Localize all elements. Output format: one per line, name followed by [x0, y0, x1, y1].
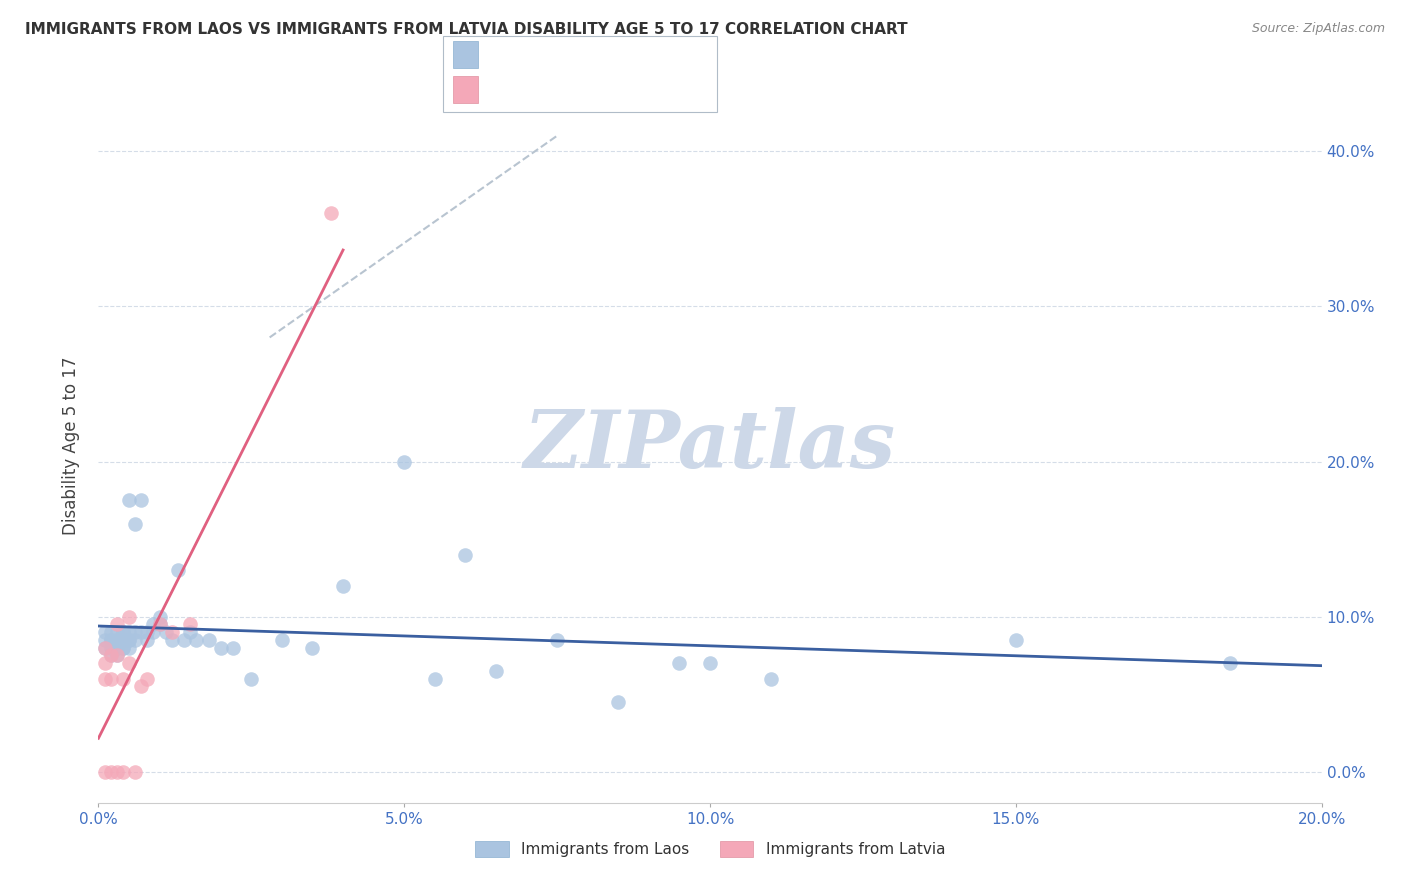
- Point: [118, 609, 141, 624]
- Point: [124, 625, 146, 640]
- Point: [105, 648, 128, 663]
- Point: [105, 617, 128, 632]
- Point: [1219, 656, 1241, 670]
- Point: [118, 493, 141, 508]
- Point: [118, 640, 141, 655]
- Point: [392, 454, 416, 468]
- Point: [155, 625, 177, 640]
- Point: [105, 640, 128, 655]
- Point: [197, 632, 219, 647]
- Point: [93, 640, 115, 655]
- Point: [129, 680, 152, 694]
- Point: [111, 640, 134, 655]
- Text: R =: R =: [488, 82, 522, 97]
- Text: N =: N =: [595, 46, 628, 62]
- Point: [111, 672, 134, 686]
- Point: [118, 632, 141, 647]
- Point: [668, 656, 690, 670]
- Point: [105, 632, 128, 647]
- Point: [100, 632, 122, 647]
- Point: [222, 640, 245, 655]
- Point: [105, 764, 128, 779]
- Point: [485, 664, 508, 678]
- Point: [546, 632, 568, 647]
- Point: [240, 672, 263, 686]
- Point: [93, 672, 115, 686]
- Point: [142, 625, 165, 640]
- Text: Source: ZipAtlas.com: Source: ZipAtlas.com: [1251, 22, 1385, 36]
- Point: [699, 656, 721, 670]
- Text: 0.783: 0.783: [524, 82, 572, 97]
- Point: [209, 640, 232, 655]
- Point: [270, 632, 292, 647]
- Point: [1004, 632, 1026, 647]
- Point: [149, 617, 172, 632]
- Point: [118, 632, 141, 647]
- Point: [124, 764, 146, 779]
- Point: [167, 563, 190, 577]
- Text: N =: N =: [595, 82, 628, 97]
- Y-axis label: Disability Age 5 to 17: Disability Age 5 to 17: [62, 357, 80, 535]
- Point: [179, 617, 201, 632]
- Point: [129, 493, 152, 508]
- Point: [136, 672, 159, 686]
- Point: [136, 625, 159, 640]
- Point: [100, 648, 122, 663]
- Text: R =: R =: [488, 46, 522, 62]
- Point: [100, 648, 122, 663]
- Point: [332, 579, 354, 593]
- Point: [301, 640, 323, 655]
- Point: [93, 656, 115, 670]
- Point: [423, 672, 446, 686]
- Point: [160, 625, 183, 640]
- Point: [607, 695, 630, 709]
- Point: [93, 625, 115, 640]
- Point: [186, 632, 208, 647]
- Legend: Immigrants from Laos, Immigrants from Latvia: Immigrants from Laos, Immigrants from La…: [470, 835, 950, 863]
- Point: [93, 764, 115, 779]
- Point: [111, 632, 134, 647]
- Point: [111, 625, 134, 640]
- Point: [105, 648, 128, 663]
- Text: -0.033: -0.033: [524, 46, 579, 62]
- Point: [173, 632, 195, 647]
- Point: [100, 672, 122, 686]
- Point: [142, 617, 165, 632]
- Point: [93, 632, 115, 647]
- Point: [319, 206, 342, 220]
- Point: [105, 625, 128, 640]
- Point: [118, 656, 141, 670]
- Point: [100, 764, 122, 779]
- Point: [124, 632, 146, 647]
- Point: [100, 632, 122, 647]
- Text: ZIPatlas: ZIPatlas: [524, 408, 896, 484]
- Point: [111, 764, 134, 779]
- Point: [124, 516, 146, 531]
- Point: [111, 640, 134, 655]
- Point: [105, 640, 128, 655]
- Point: [111, 632, 134, 647]
- Point: [179, 625, 201, 640]
- Point: [118, 625, 141, 640]
- Text: 21: 21: [630, 82, 651, 97]
- Point: [149, 617, 172, 632]
- Point: [149, 609, 172, 624]
- Point: [160, 632, 183, 647]
- Point: [100, 640, 122, 655]
- Text: IMMIGRANTS FROM LAOS VS IMMIGRANTS FROM LATVIA DISABILITY AGE 5 TO 17 CORRELATIO: IMMIGRANTS FROM LAOS VS IMMIGRANTS FROM …: [25, 22, 908, 37]
- Point: [105, 632, 128, 647]
- Point: [129, 625, 152, 640]
- Point: [93, 640, 115, 655]
- Point: [100, 625, 122, 640]
- Point: [454, 548, 477, 562]
- Point: [136, 632, 159, 647]
- Point: [759, 672, 782, 686]
- Point: [111, 625, 134, 640]
- Text: 60: 60: [630, 46, 651, 62]
